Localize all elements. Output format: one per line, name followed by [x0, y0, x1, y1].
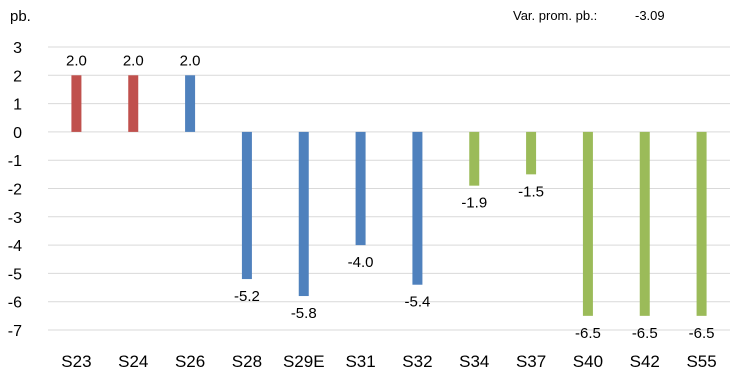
- data-label-s34: -1.9: [461, 195, 487, 212]
- data-label-s24: 2.0: [123, 52, 144, 69]
- bar-s23: [71, 75, 82, 132]
- data-label-s26: 2.0: [180, 52, 201, 69]
- x-tick-label-s34: S34: [459, 352, 489, 371]
- x-tick-label-s40: S40: [573, 352, 603, 371]
- bar-s24: [128, 75, 139, 132]
- y-tick-label: -5: [8, 266, 22, 283]
- y-tick-label: -1: [8, 153, 22, 170]
- y-tick-label: 2: [13, 68, 22, 85]
- average-variation-value: -3.09: [635, 8, 665, 23]
- y-tick-label: -7: [8, 323, 22, 340]
- data-label-s42: -6.5: [632, 325, 658, 342]
- x-tick-label-s24: S24: [118, 352, 148, 371]
- data-label-s40: -6.5: [575, 325, 601, 342]
- bar-s34: [469, 131, 480, 186]
- y-tick-label: 1: [13, 97, 22, 114]
- data-label-s28: -5.2: [234, 288, 260, 305]
- x-tick-label-s42: S42: [630, 352, 660, 371]
- gridlines: [48, 46, 730, 331]
- data-label-s32: -5.4: [404, 294, 430, 311]
- bar-s26: [185, 75, 196, 132]
- x-axis-ticks: S23 S24 S26 S28 S29E S31 S32 S34 S37 S40 S42 S55: [61, 352, 716, 371]
- x-tick-label-s32: S32: [402, 352, 432, 371]
- x-tick-label-s28: S28: [232, 352, 262, 371]
- y-tick-label: -3: [8, 210, 22, 227]
- y-axis-ticks: 3 2 1 0 -1 -2 -3 -4 -5 -6 -7: [8, 40, 22, 340]
- x-tick-label-s29e: S29E: [283, 352, 325, 371]
- y-tick-label: -6: [8, 295, 22, 312]
- data-label-s29e: -5.8: [291, 305, 317, 322]
- x-tick-label-s23: S23: [61, 352, 91, 371]
- bar-s31: [355, 131, 366, 246]
- y-tick-label: 3: [13, 40, 22, 57]
- data-labels: 2.0 2.0 2.0 -5.2 -5.8 -4.0 -5.4 -1.9 -1.5 -6.5 -6.…: [66, 52, 715, 342]
- data-label-s23: 2.0: [66, 52, 87, 69]
- y-tick-label: 0: [13, 125, 22, 142]
- bar-s37: [526, 131, 537, 175]
- y-tick-label: -2: [8, 182, 22, 199]
- bar-s32: [412, 131, 423, 285]
- bar-s42: [639, 131, 650, 316]
- y-axis-unit-label: pb.: [10, 8, 31, 25]
- x-tick-label-s55: S55: [686, 352, 716, 371]
- average-variation-label: Var. prom. pb.:: [513, 8, 598, 23]
- bars: [71, 75, 707, 316]
- x-tick-label-s37: S37: [516, 352, 546, 371]
- x-tick-label-s26: S26: [175, 352, 205, 371]
- bar-s28: [241, 131, 252, 280]
- bar-s40: [582, 131, 593, 316]
- data-label-s31: -4.0: [348, 254, 374, 271]
- data-label-s55: -6.5: [689, 325, 715, 342]
- bar-s29e: [298, 131, 309, 297]
- data-label-s37: -1.5: [518, 183, 544, 200]
- y-tick-label: -4: [8, 238, 22, 255]
- bar-s55: [696, 131, 707, 316]
- x-tick-label-s31: S31: [345, 352, 375, 371]
